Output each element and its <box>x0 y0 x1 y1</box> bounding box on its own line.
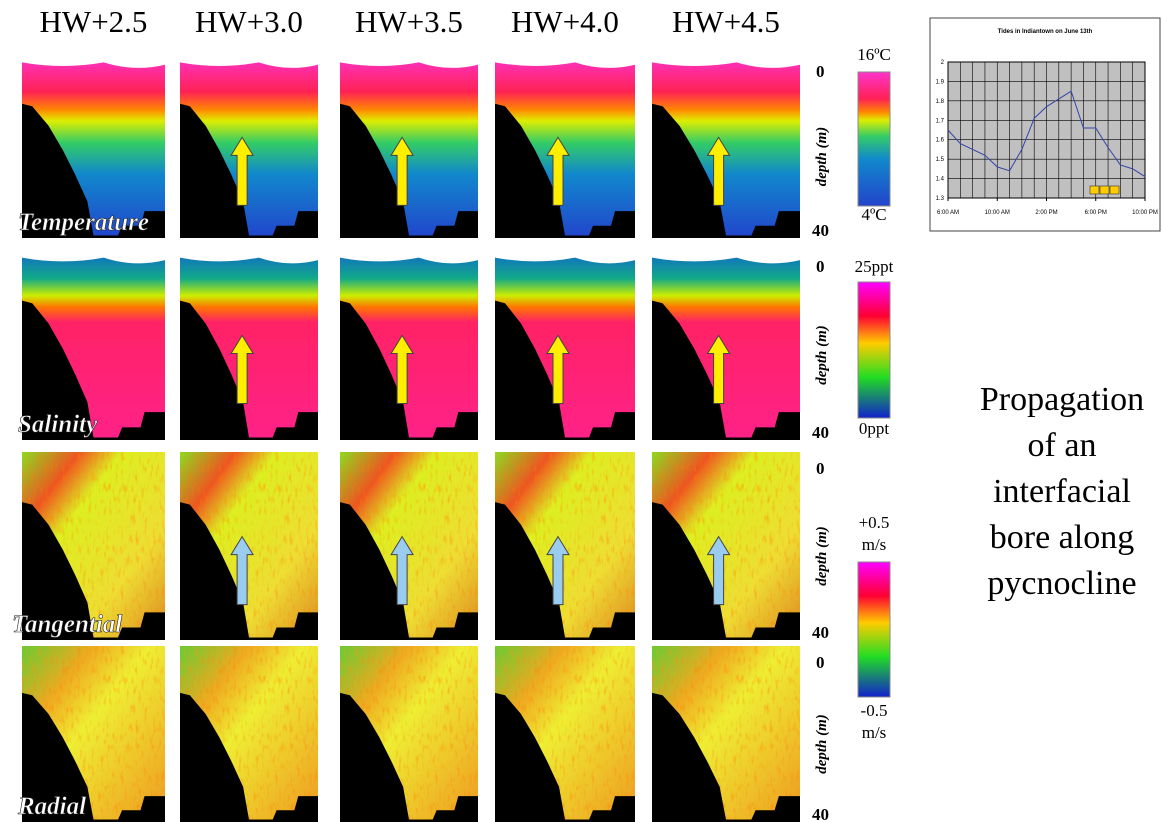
depth-axis-label: depth (m) <box>814 526 830 586</box>
depth-axis-label: depth (m) <box>814 714 830 774</box>
y-tick-label: 1.4 <box>936 177 945 183</box>
depth-bottom: 40 <box>812 221 829 240</box>
arrow <box>546 535 570 606</box>
depth-top: 0 <box>816 257 825 276</box>
panel <box>180 646 318 822</box>
colorbar <box>857 71 891 207</box>
arrow <box>230 136 254 206</box>
surface-edge <box>495 55 635 68</box>
panel <box>652 55 800 238</box>
caption-line: pycnocline <box>987 565 1136 602</box>
panel <box>340 55 478 238</box>
surface-edge <box>340 250 478 264</box>
x-tick-label: 6:00 PM <box>1085 210 1107 216</box>
caption-line: Propagation <box>980 381 1144 418</box>
arrow <box>230 334 254 404</box>
time-marker <box>1099 185 1110 195</box>
panel <box>652 452 800 640</box>
colorbar-top-label: +0.5 <box>859 513 890 532</box>
panel <box>495 250 635 440</box>
y-tick-label: 1.7 <box>936 118 945 124</box>
depth-bottom: 40 <box>812 423 829 442</box>
colorbar <box>857 281 891 419</box>
surface-edge <box>652 55 800 68</box>
panel <box>180 452 318 640</box>
colorbar-bottom-label: 0ppt <box>859 419 890 438</box>
x-tick-label: 10:00 AM <box>985 210 1010 216</box>
panel <box>495 452 635 640</box>
panel <box>495 55 635 238</box>
arrow <box>546 334 570 404</box>
panel <box>22 452 165 640</box>
y-tick-label: 1.6 <box>936 138 945 144</box>
column-header: HW+4.5 <box>672 4 780 39</box>
panel <box>495 646 635 822</box>
panel <box>180 55 318 238</box>
panel <box>340 646 478 822</box>
column-header: HW+4.0 <box>511 4 619 39</box>
surface-edge <box>652 250 800 264</box>
surface-edge <box>180 55 318 68</box>
depth-axis-label: depth (m) <box>814 127 830 187</box>
depth-bottom: 40 <box>812 623 829 642</box>
panel <box>22 250 165 440</box>
surface-edge <box>22 55 165 68</box>
y-tick-label: 1.3 <box>936 196 945 202</box>
colorbar <box>857 561 891 698</box>
time-marker <box>1109 185 1120 195</box>
arrow <box>390 334 414 404</box>
surface-edge <box>22 250 165 264</box>
caption-line: interfacial <box>993 473 1131 510</box>
arrow <box>706 535 731 606</box>
y-tick-label: 1.9 <box>936 79 945 85</box>
y-tick-label: 1.8 <box>936 99 945 105</box>
colorbar-top-label: 25ppt <box>855 257 894 276</box>
depth-axis-label: depth (m) <box>814 325 830 385</box>
column-header: HW+3.5 <box>355 4 463 39</box>
depth-top: 0 <box>816 459 825 478</box>
panel <box>340 452 478 640</box>
chart-title: Tides in Indiantown on June 13th <box>998 29 1093 35</box>
panel <box>340 250 478 440</box>
panel <box>22 55 165 238</box>
row-label: Radial <box>17 793 86 820</box>
column-header: HW+2.5 <box>40 4 148 39</box>
y-tick-label: 2 <box>941 60 945 66</box>
panel <box>22 646 165 822</box>
colorbar-bottom-label: -0.5 <box>861 701 888 720</box>
arrow <box>390 535 414 606</box>
depth-top: 0 <box>816 653 825 672</box>
tide-line <box>947 90 1146 178</box>
time-marker <box>1089 185 1100 195</box>
colorbar-top-label: m/s <box>862 535 887 554</box>
y-tick-label: 1.5 <box>936 157 945 163</box>
x-tick-label: 2:00 PM <box>1035 210 1057 216</box>
colorbar-bottom-label: m/s <box>862 723 887 742</box>
arrow <box>230 535 254 606</box>
caption-line: of an <box>1028 427 1097 464</box>
panel <box>652 646 800 822</box>
x-tick-label: 6:00 AM <box>937 210 959 216</box>
surface-edge <box>340 55 478 68</box>
arrow <box>390 136 414 206</box>
surface-edge <box>495 250 635 264</box>
arrow <box>706 334 731 404</box>
x-tick-label: 10:00 PM <box>1132 210 1158 216</box>
column-header: HW+3.0 <box>195 4 303 39</box>
panel <box>652 250 800 440</box>
arrow <box>706 136 731 206</box>
depth-bottom: 40 <box>812 805 829 822</box>
row-label: Salinity <box>18 411 98 438</box>
surface-edge <box>180 250 318 264</box>
arrow <box>546 136 570 206</box>
colorbar-top-label: 16ºC <box>857 45 891 64</box>
colorbar-bottom-label: 4ºC <box>861 205 886 224</box>
depth-top: 0 <box>816 62 825 81</box>
caption-line: bore along <box>990 519 1134 556</box>
panel <box>180 250 318 440</box>
row-label: Tangential <box>12 611 122 638</box>
row-label: Temperature <box>18 209 149 236</box>
